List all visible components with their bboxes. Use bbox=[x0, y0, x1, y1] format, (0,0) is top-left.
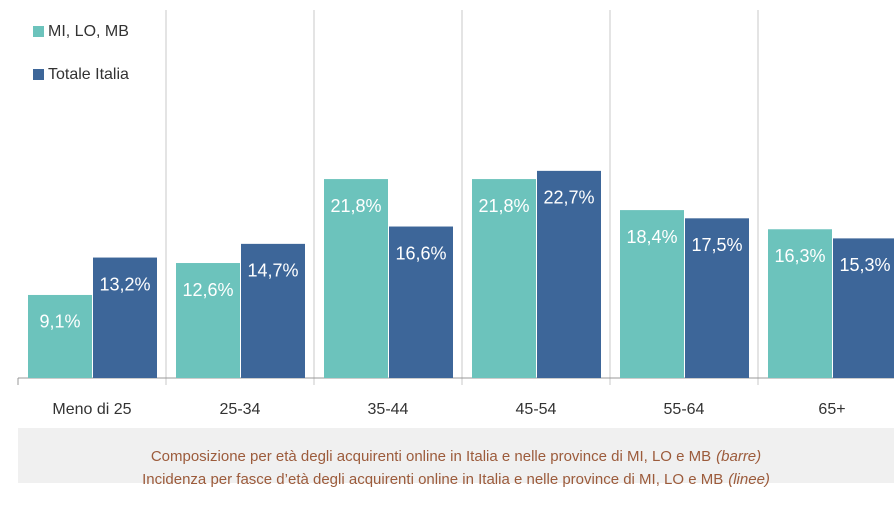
value-label: 16,3% bbox=[774, 246, 825, 266]
x-tick-label: 65+ bbox=[818, 401, 845, 418]
value-label: 12,6% bbox=[182, 280, 233, 300]
bar bbox=[389, 226, 453, 378]
x-tick-label: 55-64 bbox=[664, 401, 705, 418]
bar bbox=[176, 263, 240, 378]
legend-label: MI, LO, MB bbox=[48, 23, 129, 40]
x-tick-label: 35-44 bbox=[368, 401, 409, 418]
legend-label: Totale Italia bbox=[48, 66, 129, 83]
caption-italic: (barre) bbox=[716, 448, 761, 465]
value-label: 9,1% bbox=[39, 312, 80, 332]
bar bbox=[324, 179, 388, 378]
bar bbox=[833, 238, 894, 378]
bar bbox=[768, 229, 832, 378]
value-label: 18,4% bbox=[626, 227, 677, 247]
caption-text: Composizione per età degli acquirenti on… bbox=[151, 448, 711, 465]
legend-swatch bbox=[33, 26, 44, 37]
value-label: 17,5% bbox=[691, 235, 742, 255]
value-label: 14,7% bbox=[247, 261, 298, 281]
value-label: 21,8% bbox=[478, 196, 529, 216]
bar bbox=[537, 170, 601, 378]
caption-italic: (linee) bbox=[728, 471, 770, 488]
bar bbox=[28, 294, 92, 378]
caption: Incidenza per fasce d’età degli acquiren… bbox=[142, 471, 770, 488]
bar bbox=[241, 243, 305, 378]
bar bbox=[685, 218, 749, 378]
value-label: 22,7% bbox=[543, 188, 594, 208]
value-label: 15,3% bbox=[839, 255, 890, 275]
legend-swatch bbox=[33, 69, 44, 80]
caption-box bbox=[18, 428, 894, 483]
bar bbox=[620, 210, 684, 378]
caption-text: Incidenza per fasce d’età degli acquiren… bbox=[142, 471, 723, 488]
value-label: 21,8% bbox=[330, 196, 381, 216]
x-tick-label: Meno di 25 bbox=[52, 401, 131, 418]
x-tick-label: 25-34 bbox=[220, 401, 261, 418]
value-label: 13,2% bbox=[99, 274, 150, 294]
bar bbox=[472, 179, 536, 378]
value-label: 16,6% bbox=[395, 243, 446, 263]
bar bbox=[93, 257, 157, 378]
caption: Composizione per età degli acquirenti on… bbox=[151, 448, 761, 465]
x-tick-label: 45-54 bbox=[516, 401, 557, 418]
